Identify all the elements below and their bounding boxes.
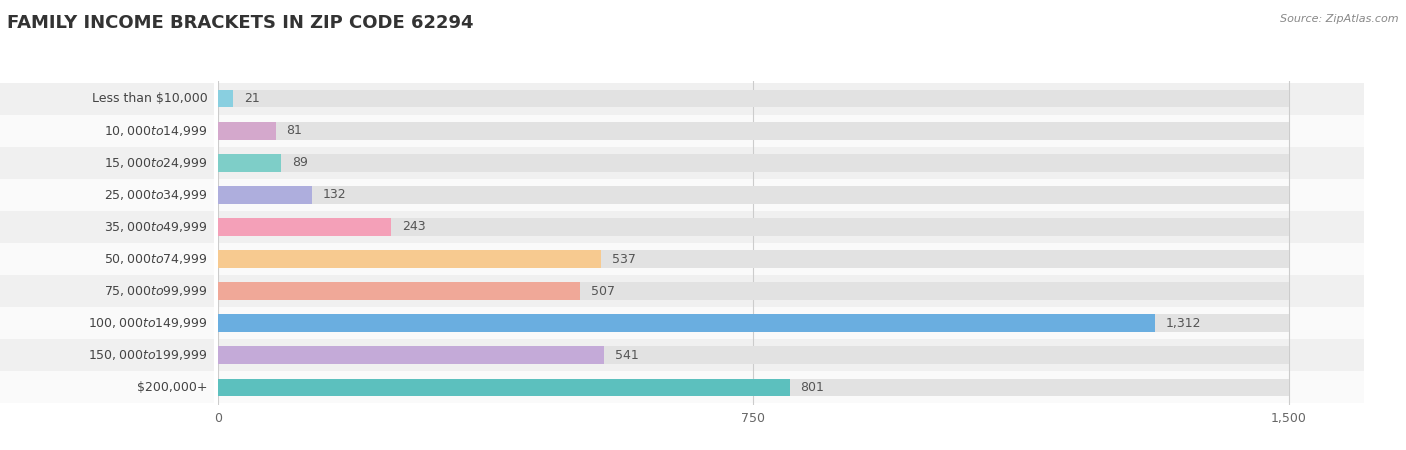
Text: $100,000 to $149,999: $100,000 to $149,999	[89, 316, 207, 330]
Bar	[218, 250, 1289, 268]
Bar	[218, 250, 602, 268]
Bar	[0, 147, 214, 179]
Bar	[0, 275, 214, 307]
Bar	[0, 307, 214, 339]
Text: $150,000 to $199,999: $150,000 to $199,999	[89, 348, 207, 362]
Text: 81: 81	[287, 124, 302, 137]
Text: FAMILY INCOME BRACKETS IN ZIP CODE 62294: FAMILY INCOME BRACKETS IN ZIP CODE 62294	[7, 14, 474, 32]
Bar	[207, 243, 1406, 275]
Text: $200,000+: $200,000+	[136, 381, 207, 394]
Text: $25,000 to $34,999: $25,000 to $34,999	[104, 188, 207, 202]
Text: 21: 21	[243, 92, 259, 105]
Bar	[218, 186, 312, 204]
Bar	[218, 378, 1289, 396]
Bar	[207, 339, 1406, 371]
Bar	[218, 122, 1289, 140]
Bar	[207, 307, 1406, 339]
Bar	[207, 275, 1406, 307]
Text: $15,000 to $24,999: $15,000 to $24,999	[104, 156, 207, 170]
Bar	[207, 179, 1406, 211]
Text: 243: 243	[402, 220, 426, 234]
Bar	[218, 282, 1289, 300]
Bar	[0, 211, 214, 243]
Bar	[0, 339, 214, 371]
Bar	[0, 179, 214, 211]
Text: 89: 89	[292, 156, 308, 169]
Text: 132: 132	[323, 189, 346, 202]
Bar	[218, 346, 1289, 364]
Bar	[207, 371, 1406, 403]
Bar	[0, 371, 214, 403]
Text: 507: 507	[591, 284, 614, 297]
Bar	[207, 115, 1406, 147]
Bar	[218, 122, 276, 140]
Text: $75,000 to $99,999: $75,000 to $99,999	[104, 284, 207, 298]
Bar	[218, 154, 1289, 171]
Bar	[218, 378, 790, 396]
Bar	[0, 83, 214, 115]
Bar	[207, 83, 1406, 115]
Bar	[218, 186, 1289, 204]
Bar	[218, 346, 605, 364]
Bar	[218, 90, 233, 108]
Text: 537: 537	[612, 252, 636, 266]
Bar	[218, 90, 1289, 108]
Text: $10,000 to $14,999: $10,000 to $14,999	[104, 124, 207, 138]
Bar	[218, 315, 1289, 332]
Text: Source: ZipAtlas.com: Source: ZipAtlas.com	[1281, 14, 1399, 23]
Bar	[0, 243, 214, 275]
Text: Less than $10,000: Less than $10,000	[91, 92, 207, 105]
Bar	[218, 154, 281, 171]
Bar	[207, 211, 1406, 243]
Bar	[218, 218, 1289, 236]
Bar	[218, 282, 579, 300]
Bar	[218, 315, 1154, 332]
Text: 541: 541	[614, 349, 638, 362]
Bar	[218, 218, 391, 236]
Text: $50,000 to $74,999: $50,000 to $74,999	[104, 252, 207, 266]
Text: 1,312: 1,312	[1166, 317, 1201, 330]
Bar	[207, 147, 1406, 179]
Text: 801: 801	[800, 381, 824, 394]
Bar	[0, 115, 214, 147]
Text: $35,000 to $49,999: $35,000 to $49,999	[104, 220, 207, 234]
